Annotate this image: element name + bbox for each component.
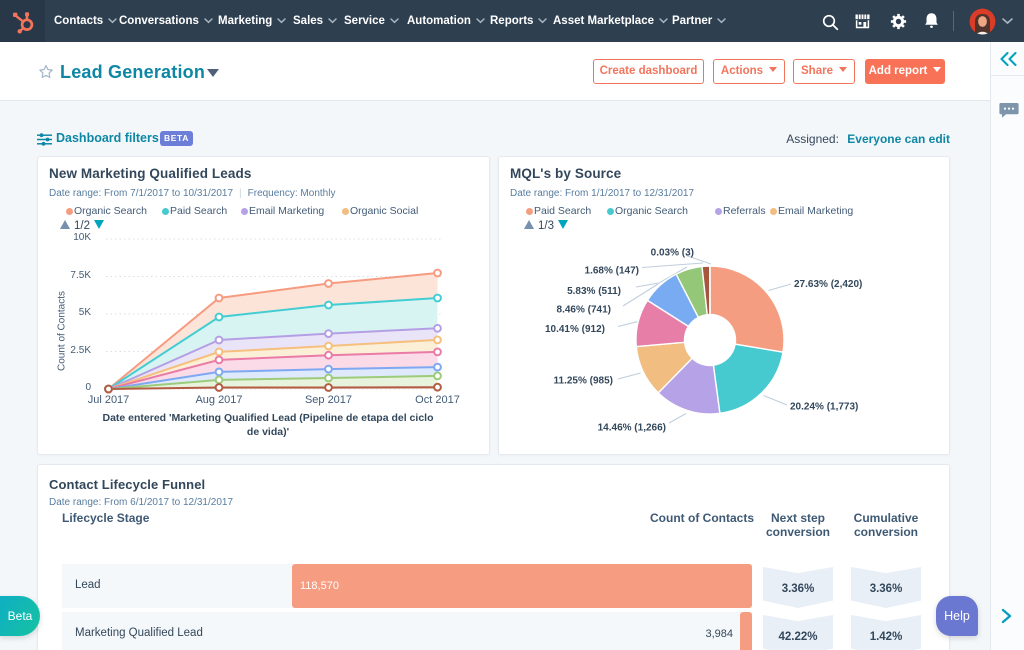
svg-text:5.83% (511): 5.83% (511) [567, 286, 621, 297]
svg-text:14.46% (1,266): 14.46% (1,266) [598, 423, 666, 434]
svg-text:8.46% (741): 8.46% (741) [557, 305, 611, 316]
svg-text:20.24% (1,773): 20.24% (1,773) [790, 402, 858, 413]
svg-text:27.63% (2,420): 27.63% (2,420) [794, 279, 862, 290]
svg-text:1.68% (147): 1.68% (147) [585, 266, 639, 277]
svg-text:0.03% (3): 0.03% (3) [651, 248, 694, 259]
svg-text:11.25% (985): 11.25% (985) [554, 376, 614, 387]
svg-text:10.41% (912): 10.41% (912) [545, 324, 605, 335]
